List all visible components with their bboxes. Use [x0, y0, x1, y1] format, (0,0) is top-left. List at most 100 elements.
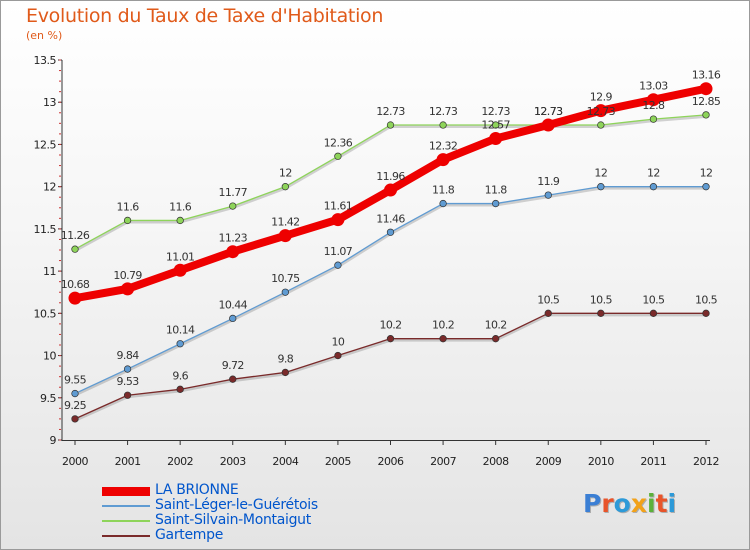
- data-label-gartempe: 10.5: [537, 293, 560, 306]
- data-label-saint-l-ger-le-gu-r-tois: 10.44: [219, 298, 248, 311]
- data-point-saint-l-ger-le-gu-r-tois: [386, 228, 395, 236]
- data-point-saint-l-ger-le-gu-r-tois: [123, 365, 132, 373]
- data-point-la-brionne: [646, 93, 660, 107]
- y-tick-label: 11: [43, 265, 56, 278]
- data-label-gartempe: 10.5: [642, 293, 665, 306]
- data-label-saint-l-ger-le-gu-r-tois: 10.75: [271, 272, 300, 285]
- data-point-saint-l-ger-le-gu-r-tois: [492, 199, 500, 208]
- data-label-saint-silvain-montaigut: 12.73: [587, 105, 616, 118]
- y-tick-label: 10: [43, 350, 56, 363]
- data-point-gartempe: [492, 335, 500, 343]
- data-label-gartempe: 10.5: [590, 293, 613, 306]
- logo-letter: o: [613, 489, 631, 518]
- data-point-gartempe: [176, 385, 184, 393]
- data-label-saint-silvain-montaigut: 12.8: [642, 99, 665, 112]
- y-tick-label: 9.5: [40, 392, 56, 405]
- data-point-saint-silvain-montaigut: [123, 216, 132, 225]
- data-point-gartempe: [281, 368, 289, 377]
- data-point-saint-l-ger-le-gu-r-tois: [702, 183, 710, 191]
- x-tick-label: 2003: [220, 455, 246, 468]
- y-tick-label: 13: [43, 96, 56, 109]
- legend-item-la-brionne: LA BRIONNE: [102, 483, 422, 498]
- legend-item-saint-silvain-montaigut: Saint-Silvain-Montaigut: [102, 513, 422, 528]
- data-point-la-brionne: [121, 282, 135, 296]
- logo-letter: i: [667, 489, 677, 518]
- data-point-saint-l-ger-le-gu-r-tois: [544, 191, 552, 199]
- logo-letter: P: [583, 489, 602, 518]
- data-point-gartempe: [229, 375, 237, 383]
- data-label-la-brionne: 10.79: [113, 269, 142, 282]
- data-label-saint-silvain-montaigut: 12.85: [692, 95, 721, 108]
- data-label-saint-silvain-montaigut: 11.6: [117, 200, 140, 213]
- chart-title: Evolution du Taux de Taxe d'Habitation: [26, 5, 384, 27]
- data-label-saint-l-ger-le-gu-r-tois: 11.8: [432, 184, 455, 197]
- x-tick-label: 2011: [640, 455, 666, 468]
- data-point-saint-silvain-montaigut: [439, 121, 447, 129]
- x-tick-label: 2012: [693, 455, 719, 468]
- data-label-saint-silvain-montaigut: 11.6: [169, 200, 192, 213]
- y-tick-label: 13.5: [34, 54, 57, 67]
- legend-label-saint-silvain-montaigut: Saint-Silvain-Montaigut: [155, 512, 311, 528]
- data-point-gartempe: [71, 415, 79, 423]
- data-label-gartempe: 10.2: [379, 319, 401, 332]
- data-point-saint-silvain-montaigut: [71, 245, 79, 253]
- data-point-saint-l-ger-le-gu-r-tois: [597, 183, 605, 191]
- legend-item-saint-l-ger-le-gu-r-tois: Saint-Léger-le-Guérétois: [102, 498, 422, 513]
- data-point-saint-silvain-montaigut: [386, 121, 395, 129]
- data-point-gartempe: [386, 335, 395, 343]
- data-label-saint-l-ger-le-gu-r-tois: 11.46: [376, 212, 405, 225]
- data-point-la-brionne: [489, 132, 503, 146]
- data-label-la-brionne: 11.42: [271, 216, 300, 229]
- data-label-saint-silvain-montaigut: 12.36: [324, 136, 353, 149]
- data-label-la-brionne: 12.32: [429, 140, 458, 153]
- data-label-la-brionne: 10.68: [61, 278, 90, 291]
- data-point-la-brionne: [594, 104, 608, 118]
- data-point-la-brionne: [331, 213, 345, 227]
- legend-label-la-brionne: LA BRIONNE: [155, 482, 239, 498]
- data-label-la-brionne: 11.61: [324, 200, 353, 213]
- data-point-saint-l-ger-le-gu-r-tois: [439, 199, 447, 208]
- legend: LA BRIONNE Saint-Léger-le-Guérétois Saint-…: [102, 483, 422, 543]
- data-label-gartempe: 9.53: [117, 375, 140, 388]
- data-label-gartempe: 10.2: [432, 319, 454, 332]
- data-point-saint-l-ger-le-gu-r-tois: [334, 261, 342, 269]
- data-point-gartempe: [123, 391, 132, 399]
- data-label-la-brionne: 13.16: [692, 69, 721, 82]
- data-label-saint-l-ger-le-gu-r-tois: 11.9: [537, 175, 560, 188]
- data-label-la-brionne: 12.9: [590, 91, 613, 104]
- data-label-la-brionne: 13.03: [639, 80, 668, 93]
- x-tick-label: 2009: [535, 455, 561, 468]
- data-label-saint-silvain-montaigut: 12.73: [534, 105, 563, 118]
- legend-swatch-saint-l-ger-le-gu-r-tois: [102, 505, 150, 507]
- data-point-saint-silvain-montaigut: [176, 216, 184, 225]
- y-tick-label: 12.5: [34, 138, 57, 151]
- proxiti-logo: Proxiti: [583, 489, 676, 518]
- data-point-saint-silvain-montaigut: [492, 121, 500, 129]
- data-label-la-brionne: 12.57: [481, 119, 510, 132]
- data-point-saint-l-ger-le-gu-r-tois: [176, 340, 184, 348]
- y-tick-label: 11.5: [34, 223, 57, 236]
- data-label-saint-l-ger-le-gu-r-tois: 12: [647, 167, 660, 180]
- legend-item-gartempe: Gartempe: [102, 528, 422, 543]
- data-label-la-brionne: 11.96: [376, 170, 405, 183]
- data-point-gartempe: [649, 309, 658, 317]
- x-tick-label: 2002: [167, 455, 193, 468]
- data-point-la-brionne: [278, 229, 292, 243]
- data-label-gartempe: 10: [332, 336, 345, 349]
- y-tick-label: 9: [50, 434, 57, 447]
- x-tick-label: 2005: [325, 455, 351, 468]
- data-point-saint-silvain-montaigut: [281, 183, 289, 191]
- data-point-saint-silvain-montaigut: [597, 121, 605, 129]
- data-point-saint-l-ger-le-gu-r-tois: [649, 183, 658, 191]
- data-point-saint-l-ger-le-gu-r-tois: [281, 288, 289, 296]
- data-label-la-brionne: 11.01: [166, 250, 195, 263]
- x-tick-label: 2007: [430, 455, 456, 468]
- y-tick-label: 12: [43, 181, 56, 194]
- x-tick-label: 2004: [272, 455, 298, 468]
- data-point-la-brionne: [699, 82, 713, 96]
- data-point-la-brionne: [173, 263, 187, 277]
- data-point-la-brionne: [226, 245, 240, 259]
- data-label-la-brionne: 12.73: [534, 105, 563, 118]
- data-label-saint-silvain-montaigut: 12.73: [376, 105, 405, 118]
